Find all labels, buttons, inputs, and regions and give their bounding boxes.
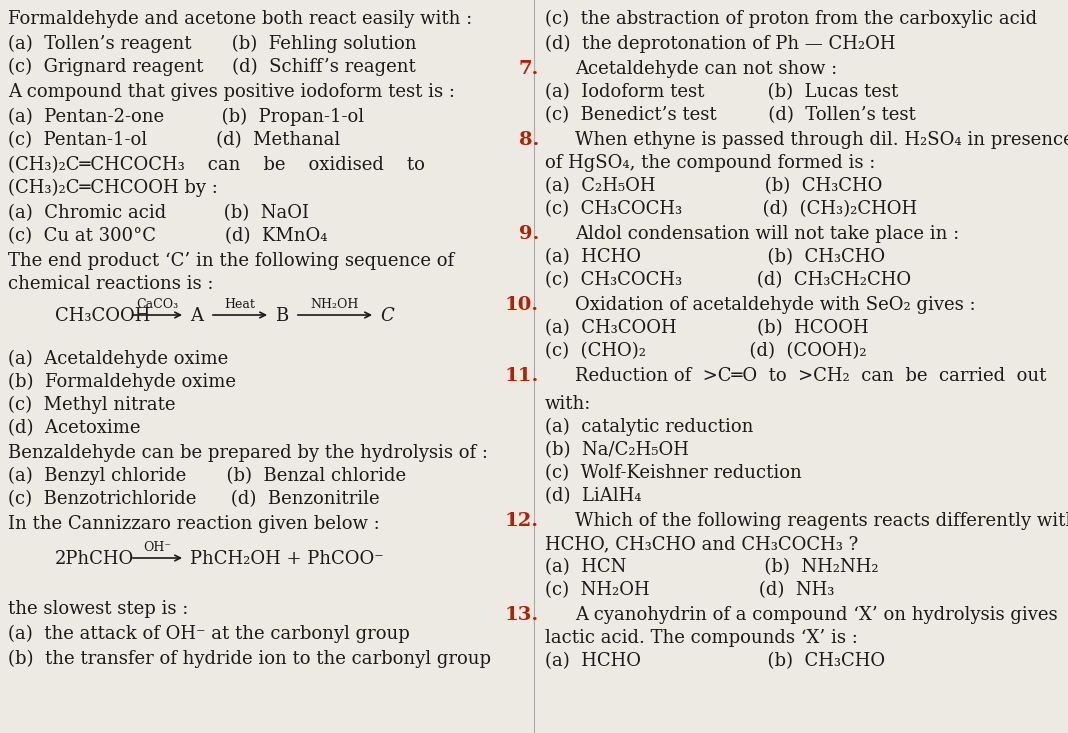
- Text: (d)  LiAlH₄: (d) LiAlH₄: [545, 487, 642, 505]
- Text: In the Cannizzaro reaction given below :: In the Cannizzaro reaction given below :: [7, 515, 380, 533]
- Text: (d)  the deprotonation of Ph — CH₂OH: (d) the deprotonation of Ph — CH₂OH: [545, 35, 895, 54]
- Text: Which of the following reagents reacts differently with: Which of the following reagents reacts d…: [575, 512, 1068, 530]
- Text: (a)  C₂H₅OH                   (b)  CH₃CHO: (a) C₂H₅OH (b) CH₃CHO: [545, 177, 882, 195]
- Text: Acetaldehyde can not show :: Acetaldehyde can not show :: [575, 60, 837, 78]
- Text: (b)  Na/C₂H₅OH: (b) Na/C₂H₅OH: [545, 441, 689, 459]
- Text: (b)  Formaldehyde oxime: (b) Formaldehyde oxime: [7, 373, 236, 391]
- Text: Reduction of  >C═O  to  >CH₂  can  be  carried  out: Reduction of >C═O to >CH₂ can be carried…: [575, 367, 1047, 385]
- Text: (c)  the abstraction of proton from the carboxylic acid: (c) the abstraction of proton from the c…: [545, 10, 1037, 29]
- Text: A cyanohydrin of a compound ‘X’ on hydrolysis gives: A cyanohydrin of a compound ‘X’ on hydro…: [575, 606, 1057, 624]
- Text: 11.: 11.: [504, 367, 539, 385]
- Text: (CH₃)₂C═CHCOCH₃    can    be    oxidised    to: (CH₃)₂C═CHCOCH₃ can be oxidised to: [7, 156, 425, 174]
- Text: (c)  CH₃COCH₃              (d)  (CH₃)₂CHOH: (c) CH₃COCH₃ (d) (CH₃)₂CHOH: [545, 200, 917, 218]
- Text: A: A: [190, 307, 203, 325]
- Text: 10.: 10.: [505, 296, 539, 314]
- Text: (c)  Wolf-Keishner reduction: (c) Wolf-Keishner reduction: [545, 464, 802, 482]
- Text: (a)  catalytic reduction: (a) catalytic reduction: [545, 418, 753, 436]
- Text: OH⁻: OH⁻: [143, 541, 171, 554]
- Text: C: C: [380, 307, 394, 325]
- Text: (c)  Benzotrichloride      (d)  Benzonitrile: (c) Benzotrichloride (d) Benzonitrile: [7, 490, 379, 508]
- Text: 13.: 13.: [505, 606, 539, 624]
- Text: (a)  Iodoform test           (b)  Lucas test: (a) Iodoform test (b) Lucas test: [545, 83, 898, 101]
- Text: (b)  the transfer of hydride ion to the carbonyl group: (b) the transfer of hydride ion to the c…: [7, 650, 491, 668]
- Text: HCHO, CH₃CHO and CH₃COCH₃ ?: HCHO, CH₃CHO and CH₃COCH₃ ?: [545, 535, 859, 553]
- Text: the slowest step is :: the slowest step is :: [7, 600, 188, 618]
- Text: Aldol condensation will not take place in :: Aldol condensation will not take place i…: [575, 225, 959, 243]
- Text: (c)  Cu at 300°C            (d)  KMnO₄: (c) Cu at 300°C (d) KMnO₄: [7, 227, 328, 245]
- Text: When ethyne is passed through dil. H₂SO₄ in presence: When ethyne is passed through dil. H₂SO₄…: [575, 131, 1068, 149]
- Text: (a)  Chromic acid          (b)  NaOI: (a) Chromic acid (b) NaOI: [7, 204, 309, 222]
- Text: chemical reactions is :: chemical reactions is :: [7, 275, 214, 293]
- Text: 8.: 8.: [519, 131, 539, 149]
- Text: 2PhCHO: 2PhCHO: [54, 550, 135, 568]
- Text: NH₂OH: NH₂OH: [311, 298, 359, 311]
- Text: The end product ‘C’ in the following sequence of: The end product ‘C’ in the following seq…: [7, 252, 454, 270]
- Text: 12.: 12.: [505, 512, 539, 530]
- Text: (a)  Acetaldehyde oxime: (a) Acetaldehyde oxime: [7, 350, 229, 368]
- Text: (a)  the attack of OH⁻ at the carbonyl group: (a) the attack of OH⁻ at the carbonyl gr…: [7, 625, 410, 644]
- Text: CH₃COOH: CH₃COOH: [54, 307, 151, 325]
- Text: 7.: 7.: [519, 60, 539, 78]
- Text: Formaldehyde and acetone both react easily with :: Formaldehyde and acetone both react easi…: [7, 10, 472, 28]
- Text: (c)  (CHO)₂                  (d)  (COOH)₂: (c) (CHO)₂ (d) (COOH)₂: [545, 342, 866, 360]
- Text: (c)  Pentan-1-ol            (d)  Methanal: (c) Pentan-1-ol (d) Methanal: [7, 131, 341, 149]
- Text: PhCH₂OH + PhCOO⁻: PhCH₂OH + PhCOO⁻: [190, 550, 383, 568]
- Text: (c)  Benedict’s test         (d)  Tollen’s test: (c) Benedict’s test (d) Tollen’s test: [545, 106, 915, 124]
- Text: with:: with:: [545, 395, 592, 413]
- Text: (a)  HCN                        (b)  NH₂NH₂: (a) HCN (b) NH₂NH₂: [545, 558, 879, 576]
- Text: (a)  Pentan-2-one          (b)  Propan-1-ol: (a) Pentan-2-one (b) Propan-1-ol: [7, 108, 364, 126]
- Text: B: B: [274, 307, 288, 325]
- Text: Oxidation of acetaldehyde with SeO₂ gives :: Oxidation of acetaldehyde with SeO₂ give…: [575, 296, 976, 314]
- Text: (a)  HCHO                      (b)  CH₃CHO: (a) HCHO (b) CH₃CHO: [545, 652, 885, 670]
- Text: (CH₃)₂C═CHCOOH by :: (CH₃)₂C═CHCOOH by :: [7, 179, 218, 197]
- Text: (c)  Methyl nitrate: (c) Methyl nitrate: [7, 396, 175, 414]
- Text: A compound that gives positive iodoform test is :: A compound that gives positive iodoform …: [7, 83, 455, 101]
- Text: 9.: 9.: [519, 225, 539, 243]
- Text: (d)  Acetoxime: (d) Acetoxime: [7, 419, 141, 437]
- Text: (c)  Grignard reagent     (d)  Schiff’s reagent: (c) Grignard reagent (d) Schiff’s reagen…: [7, 58, 415, 76]
- Text: (c)  CH₃COCH₃             (d)  CH₃CH₂CHO: (c) CH₃COCH₃ (d) CH₃CH₂CHO: [545, 271, 911, 289]
- Text: (a)  CH₃COOH              (b)  HCOOH: (a) CH₃COOH (b) HCOOH: [545, 319, 868, 337]
- Text: (a)  Tollen’s reagent       (b)  Fehling solution: (a) Tollen’s reagent (b) Fehling solutio…: [7, 35, 417, 54]
- Text: CaCO₃: CaCO₃: [136, 298, 178, 311]
- Text: Benzaldehyde can be prepared by the hydrolysis of :: Benzaldehyde can be prepared by the hydr…: [7, 444, 488, 462]
- Text: Heat: Heat: [224, 298, 255, 311]
- Text: lactic acid. The compounds ‘X’ is :: lactic acid. The compounds ‘X’ is :: [545, 629, 858, 647]
- Text: of HgSO₄, the compound formed is :: of HgSO₄, the compound formed is :: [545, 154, 876, 172]
- Text: (a)  Benzyl chloride       (b)  Benzal chloride: (a) Benzyl chloride (b) Benzal chloride: [7, 467, 406, 485]
- Text: (c)  NH₂OH                   (d)  NH₃: (c) NH₂OH (d) NH₃: [545, 581, 834, 599]
- Text: (a)  HCHO                      (b)  CH₃CHO: (a) HCHO (b) CH₃CHO: [545, 248, 885, 266]
